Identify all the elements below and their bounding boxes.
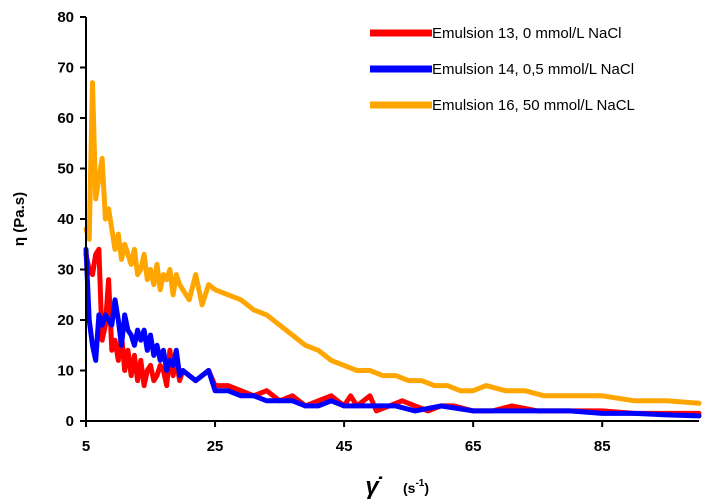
y-tick-label: 50 bbox=[57, 161, 74, 178]
x-tick-label: 45 bbox=[336, 438, 353, 455]
series-line-3 bbox=[83, 80, 702, 406]
legend-label-2: Emulsion 14, 0,5 mmol/L NaCl bbox=[432, 61, 634, 78]
y-tick-label: 80 bbox=[57, 9, 74, 26]
legend-label-1: Emulsion 13, 0 mmol/L NaCl bbox=[432, 25, 622, 42]
x-axis-unit-exponent: -1 bbox=[415, 478, 424, 489]
x-tick-label: 65 bbox=[465, 438, 482, 455]
x-tick-label: 5 bbox=[82, 438, 90, 455]
series-line-2 bbox=[83, 246, 702, 419]
y-tick-label: 10 bbox=[57, 363, 74, 380]
x-axis-unit-prefix: (s bbox=[403, 480, 416, 496]
x-tick-label: 25 bbox=[207, 438, 224, 455]
x-tick-label: 85 bbox=[594, 438, 611, 455]
y-tick-label: 60 bbox=[57, 110, 74, 127]
y-tick-label: 0 bbox=[66, 413, 74, 430]
x-axis-title: γ̇ (s-1) bbox=[365, 473, 429, 500]
tick-layer: 0 10 20 30 40 50 60 70 80 5 25 45 65 85 bbox=[57, 9, 610, 455]
y-axis-title: η (Pa.s) bbox=[11, 192, 28, 246]
svg-text:(s-1): (s-1) bbox=[403, 478, 429, 496]
y-tick-label: 30 bbox=[57, 262, 74, 279]
legend-label-3: Emulsion 16, 50 mmol/L NaCL bbox=[432, 97, 635, 114]
x-axis-unit-suffix: ) bbox=[424, 480, 429, 496]
y-tick-label: 70 bbox=[57, 60, 74, 77]
y-tick-label: 20 bbox=[57, 312, 74, 329]
y-tick-label: 40 bbox=[57, 211, 74, 228]
legend: Emulsion 13, 0 mmol/L NaCl Emulsion 14, 0… bbox=[370, 25, 635, 114]
x-axis-title-symbol: γ̇ bbox=[365, 473, 382, 500]
series-layer bbox=[83, 80, 702, 419]
